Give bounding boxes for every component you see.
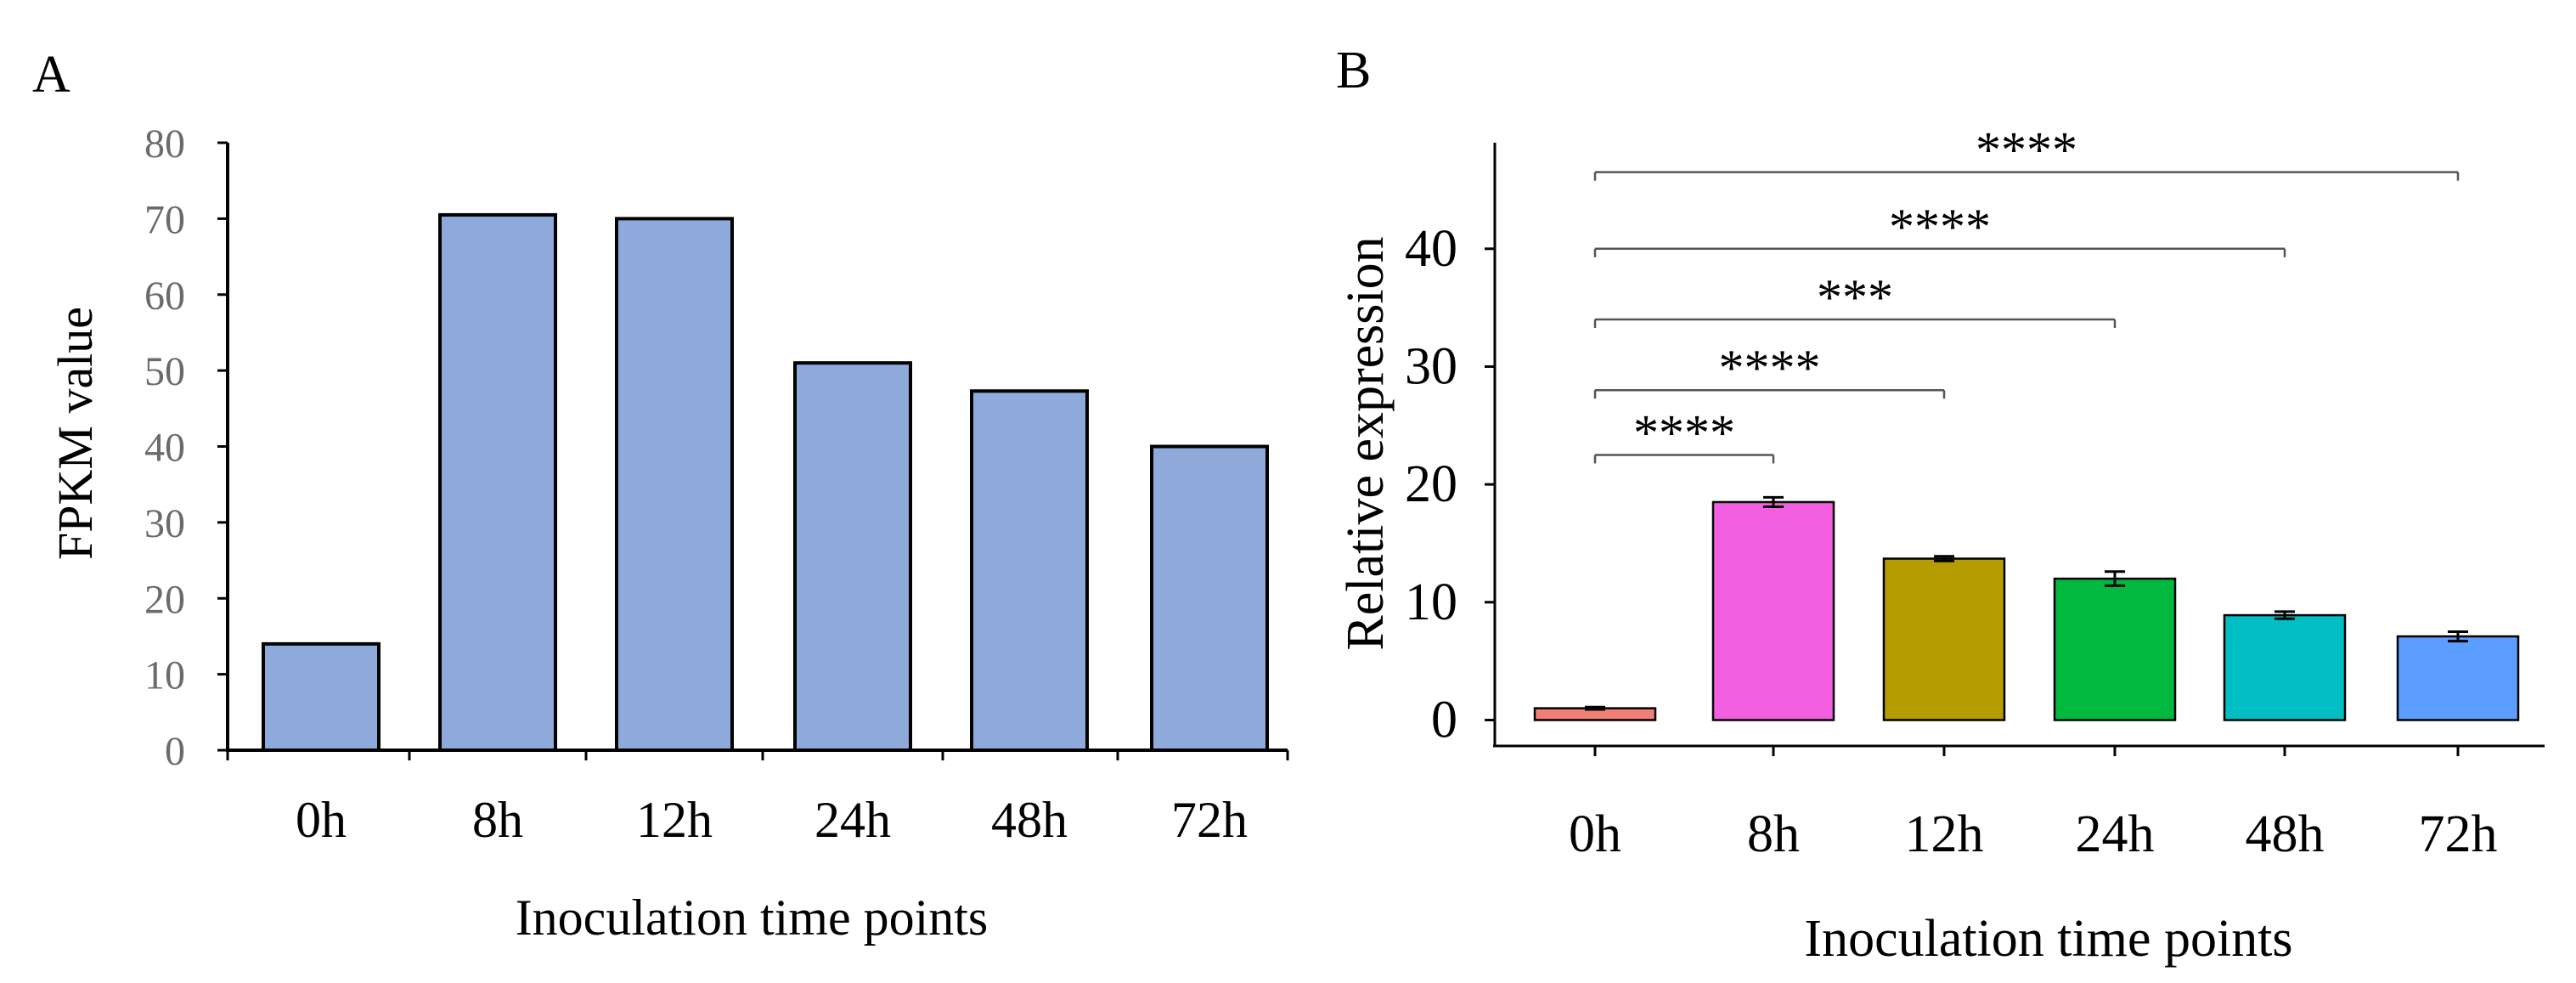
y-tick-label: 60 bbox=[144, 274, 185, 319]
y-tick-label: 30 bbox=[144, 501, 185, 546]
y-tick-label: 80 bbox=[144, 121, 185, 167]
chart-panel-a: A FPKM value Inoculation time points 0 10… bbox=[32, 46, 1289, 946]
bar-48h bbox=[970, 389, 1089, 752]
x-axis-label-a: Inoculation time points bbox=[516, 890, 989, 946]
x-tick-label: 48h bbox=[991, 792, 1068, 848]
x-tick-label: 8h bbox=[1747, 805, 1800, 863]
x-tick-labels-b: 0h 8h 12h 24h 48h 72h bbox=[1569, 746, 2498, 863]
y-tick-label: 0 bbox=[165, 729, 185, 774]
y-tick-labels-b: 0 10 20 30 40 bbox=[1405, 220, 1495, 749]
x-tick-label: 0h bbox=[296, 792, 347, 848]
bar-72h bbox=[2396, 635, 2520, 721]
x-tick-label: 12h bbox=[1905, 805, 1984, 863]
x-tick-labels-a: 0h 8h 12h 24h 48h 72h bbox=[226, 750, 1289, 848]
bar-48h bbox=[2223, 613, 2347, 721]
significance-label: **** bbox=[1719, 340, 1821, 396]
y-tick-label: 30 bbox=[1405, 337, 1457, 395]
bar-24h bbox=[2053, 577, 2177, 721]
x-tick-label: 72h bbox=[2419, 805, 2498, 863]
significance-label: *** bbox=[1817, 269, 1893, 325]
y-axis-label-a: FPKM value bbox=[48, 307, 103, 560]
y-tick-label: 40 bbox=[1405, 220, 1457, 278]
bar-72h bbox=[1150, 444, 1269, 752]
y-tick-label: 20 bbox=[144, 577, 185, 622]
significance-label: **** bbox=[1976, 122, 2077, 178]
x-tick-label: 48h bbox=[2246, 805, 2325, 863]
x-tick-label: 72h bbox=[1171, 792, 1248, 848]
x-tick-label: 24h bbox=[815, 792, 891, 848]
x-tick-label: 8h bbox=[472, 792, 523, 848]
significance-brackets-b: ******************* bbox=[1593, 122, 2460, 464]
bar-12h bbox=[1882, 557, 2006, 721]
significance-label: **** bbox=[1889, 199, 1991, 255]
bar-24h bbox=[793, 361, 912, 752]
y-tick-labels-a: 0 10 20 30 40 50 60 70 80 bbox=[144, 121, 228, 774]
bar-12h bbox=[615, 217, 734, 752]
bar-0h bbox=[262, 641, 380, 752]
chart-panel-b: B Relative expression Inoculation time p… bbox=[1336, 42, 2545, 968]
y-tick-label: 40 bbox=[144, 426, 185, 471]
panel-label-a: A bbox=[32, 46, 70, 104]
y-tick-label: 70 bbox=[144, 197, 185, 242]
y-tick-label: 10 bbox=[1405, 573, 1457, 631]
panel-label-b: B bbox=[1336, 42, 1371, 99]
x-tick-label: 12h bbox=[636, 792, 713, 848]
y-tick-label: 20 bbox=[1405, 455, 1457, 513]
y-tick-label: 0 bbox=[1431, 691, 1457, 749]
significance-label: **** bbox=[1633, 404, 1735, 460]
bar-8h bbox=[438, 212, 557, 752]
y-tick-label: 10 bbox=[144, 653, 185, 698]
bars-a bbox=[262, 212, 1269, 752]
y-axis-label-b: Relative expression bbox=[1337, 236, 1395, 650]
bar-8h bbox=[1711, 500, 1835, 721]
x-tick-label: 24h bbox=[2076, 805, 2155, 863]
x-tick-label: 0h bbox=[1569, 805, 1621, 863]
x-axis-label-b: Inoculation time points bbox=[1804, 910, 2292, 968]
bars-b bbox=[1533, 495, 2520, 721]
y-tick-label: 50 bbox=[144, 349, 185, 394]
